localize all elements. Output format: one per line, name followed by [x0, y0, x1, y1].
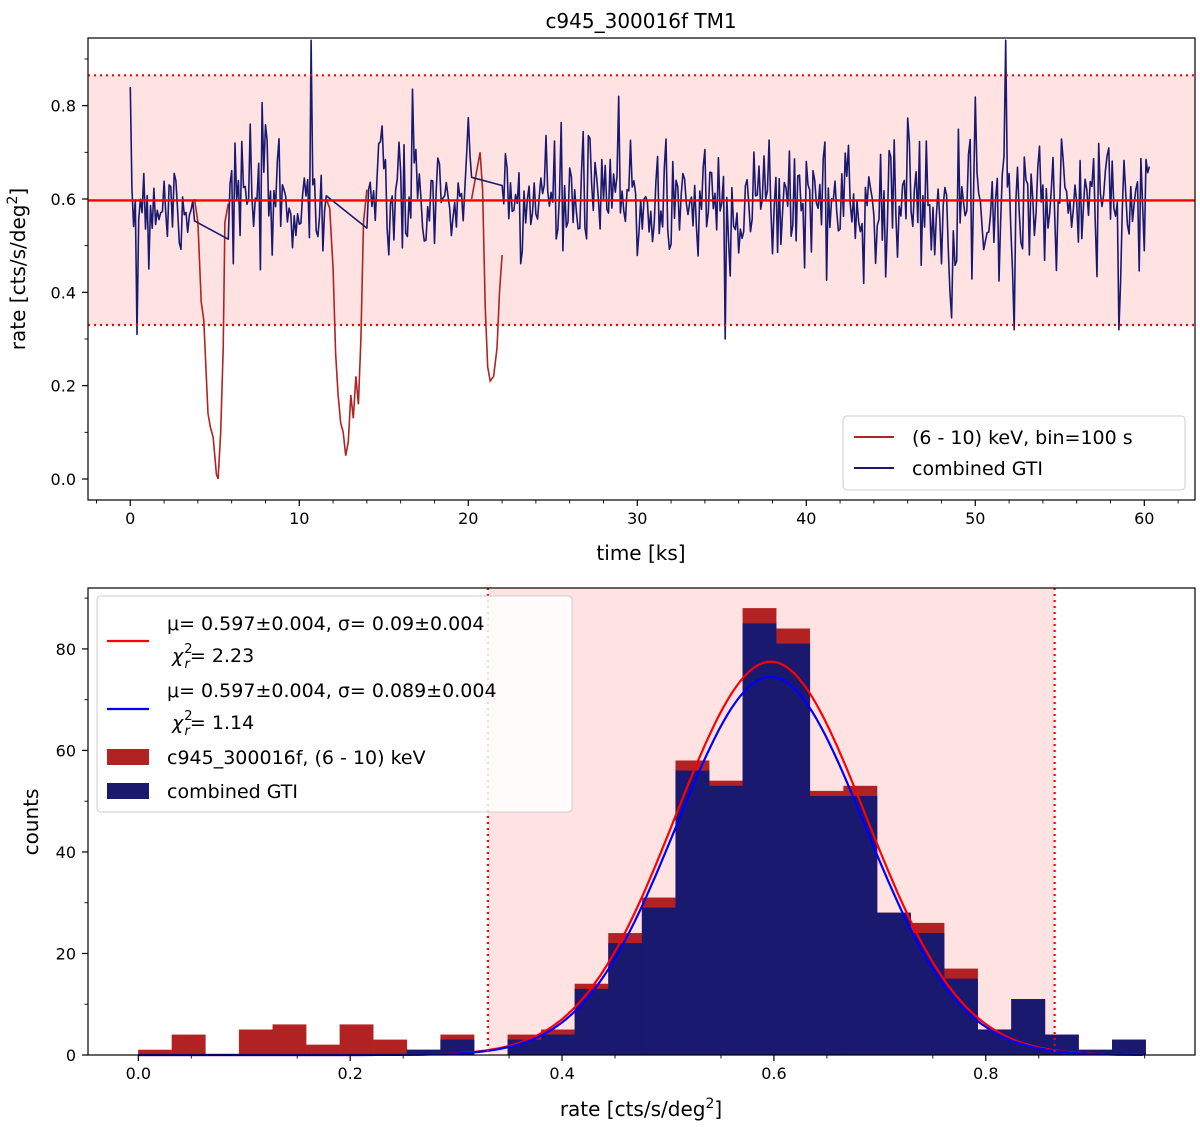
hist-bar-gti — [977, 1029, 1012, 1056]
top-legend-label-raw: (6 - 10) keV, bin=100 s — [912, 427, 1133, 449]
bottom-x-tick-label: 0.2 — [337, 1064, 362, 1083]
legend-fit-gti-chi2: χ2 r= 1.14 — [171, 709, 254, 739]
hist-bar-gti — [541, 1034, 576, 1056]
top-x-tick-label: 10 — [289, 509, 309, 528]
top-y-axis-label: rate [cts/s/deg2] — [5, 188, 30, 350]
legend-fit-raw-chi2: χ2 r= 2.23 — [171, 642, 254, 672]
bottom-y-tick-label: 20 — [56, 944, 76, 963]
bottom-legend-box — [96, 595, 573, 813]
top-legend-box — [842, 415, 1186, 491]
bottom-x-tick-label: 0.4 — [549, 1064, 574, 1083]
bottom-x-tick-label: 0.0 — [126, 1064, 151, 1083]
top-x-axis-label: time [ks] — [596, 541, 685, 565]
top-plot-frame — [87, 37, 1196, 501]
bottom-x-axis-label: rate [cts/s/deg2] — [560, 1096, 722, 1121]
top-y-tick-label: 0.6 — [51, 190, 76, 209]
top-series-gti — [129, 39, 1151, 340]
legend-swatch-hist-raw — [107, 749, 149, 765]
top-series-raw — [193, 152, 503, 480]
top-chart-title: c945_300016f TM1 — [545, 9, 736, 33]
top-x-tick-label: 20 — [458, 509, 478, 528]
hist-bar-gti — [675, 770, 710, 1056]
top-y-tick-label: 0.0 — [51, 470, 76, 489]
hist-bar-raw — [272, 1024, 307, 1056]
top-reference-lines — [88, 74, 1195, 327]
hist-bar-gti — [709, 785, 743, 1056]
legend-fit-raw-params: μ= 0.597±0.004, σ= 0.09±0.004 — [167, 613, 484, 635]
bottom-x-axis: 0.0 0.2 0.4 0.6 0.8 — [126, 1055, 1146, 1083]
bottom-y-tick-label: 0 — [66, 1046, 76, 1065]
bottom-plot-frame — [87, 587, 1196, 1056]
legend-hist-raw-label: c945_300016f, (6 - 10) keV — [167, 747, 426, 769]
bottom-y-tick-label: 40 — [56, 843, 76, 862]
legend-swatch-hist-gti — [107, 783, 149, 799]
bottom-y-tick-label: 60 — [56, 741, 76, 760]
hist-bar-gti — [876, 912, 911, 1056]
raw-dip-3 — [470, 152, 503, 383]
bottom-y-axis-label: counts — [19, 789, 43, 856]
top-y-axis: 0.0 0.2 0.4 0.6 0.8 — [51, 58, 88, 489]
top-x-tick-label: 0 — [125, 509, 135, 528]
hist-bar-gti — [776, 643, 811, 1056]
bottom-x-tick-label: 0.8 — [973, 1064, 998, 1083]
raw-dip-1 — [193, 198, 230, 480]
top-x-axis: 0 10 20 30 40 50 60 — [96, 500, 1179, 528]
top-legend: (6 - 10) keV, bin=100 s combined GTI — [842, 415, 1186, 491]
hist-bar-raw — [373, 1039, 408, 1056]
hist-bar-raw — [306, 1044, 340, 1056]
top-y-tick-label: 0.4 — [51, 283, 76, 302]
top-x-tick-label: 40 — [796, 509, 816, 528]
gti-curve — [129, 39, 1151, 340]
top-y-tick-label: 0.8 — [51, 97, 76, 116]
hist-bar-gti — [1112, 1039, 1146, 1056]
hist-bar-gti — [843, 795, 878, 1056]
hist-bar-raw — [171, 1034, 206, 1056]
bottom-y-tick-label: 80 — [56, 640, 76, 659]
top-x-tick-label: 30 — [627, 509, 647, 528]
hist-bar-raw — [339, 1024, 374, 1056]
hist-bar-gti — [742, 623, 777, 1056]
legend-fit-gti-params: μ= 0.597±0.004, σ= 0.089±0.004 — [167, 680, 497, 702]
top-y-tick-label: 0.2 — [51, 377, 76, 396]
bottom-x-tick-label: 0.6 — [761, 1064, 786, 1083]
hist-bar-gti — [809, 795, 844, 1056]
hist-bar-gti — [574, 988, 609, 1056]
top-x-tick-label: 50 — [965, 509, 985, 528]
top-legend-label-gti: combined GTI — [912, 458, 1043, 480]
hist-bar-raw — [238, 1029, 273, 1056]
bottom-y-axis: 0 20 40 60 80 — [56, 597, 88, 1065]
legend-hist-gti-label: combined GTI — [167, 781, 298, 803]
hist-bar-gti — [641, 907, 676, 1056]
bottom-legend: μ= 0.597±0.004, σ= 0.09±0.004 χ2 r= 2.23 … — [96, 595, 573, 813]
top-x-tick-label: 60 — [1134, 509, 1154, 528]
raw-dip-2 — [325, 189, 368, 456]
